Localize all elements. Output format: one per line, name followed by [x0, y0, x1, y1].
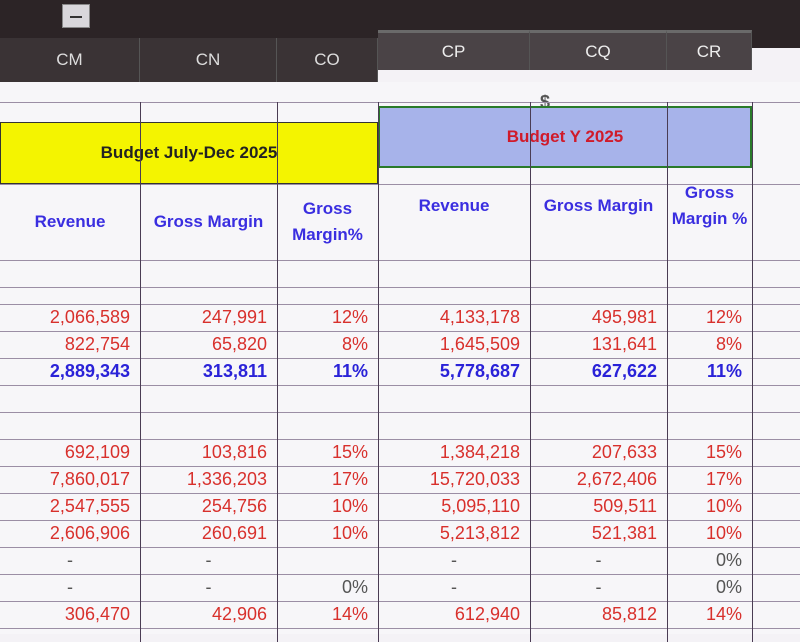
cell[interactable]: 0% — [715, 550, 742, 570]
cell[interactable]: 15% — [705, 442, 742, 462]
cell[interactable]: 5,778,687 — [439, 361, 520, 381]
cell[interactable]: 11% — [706, 361, 742, 381]
cell[interactable]: - — [595, 577, 602, 597]
cell[interactable]: 10% — [331, 496, 368, 516]
cell[interactable]: - — [451, 550, 457, 570]
cell[interactable]: - — [205, 577, 212, 597]
cell[interactable]: 85,812 — [601, 604, 657, 624]
row-divider — [0, 102, 800, 103]
cell[interactable]: 131,641 — [591, 334, 657, 354]
minimize-button[interactable] — [62, 4, 90, 28]
row-divider — [0, 331, 800, 332]
cell[interactable]: 627,622 — [591, 361, 657, 381]
column-divider — [667, 102, 668, 642]
cell[interactable]: 2,889,343 — [49, 361, 130, 381]
cell[interactable]: 1,645,509 — [439, 334, 520, 354]
column-header-cq[interactable]: CQ — [530, 30, 667, 70]
row-divider — [0, 304, 800, 305]
column-divider — [277, 102, 278, 642]
full-year-title[interactable]: Budget Y 2025 — [378, 106, 752, 168]
cell[interactable]: 612,940 — [454, 604, 520, 624]
cell[interactable]: 12% — [331, 307, 368, 327]
cell[interactable]: 260,691 — [201, 523, 267, 543]
half-year-title[interactable]: Budget July-Dec 2025 — [0, 122, 378, 184]
cell[interactable]: 42,906 — [211, 604, 267, 624]
cell[interactable]: 0% — [715, 577, 742, 597]
row-divider — [0, 628, 800, 629]
cell[interactable]: 14% — [705, 604, 742, 624]
row-divider — [0, 574, 800, 575]
cell[interactable]: 306,470 — [64, 604, 130, 624]
row-divider — [0, 601, 800, 602]
row-divider — [0, 358, 800, 359]
cell[interactable]: 17% — [705, 469, 742, 489]
cell[interactable]: 692,109 — [64, 442, 130, 462]
cell[interactable]: 2,672,406 — [576, 469, 657, 489]
column-divider — [378, 102, 379, 642]
row-divider — [0, 260, 800, 261]
column-header-cp[interactable]: CP — [378, 30, 530, 70]
cell[interactable]: 65,820 — [211, 334, 267, 354]
column-divider — [530, 102, 531, 642]
cell[interactable]: 15% — [331, 442, 368, 462]
column-header-co[interactable]: CO — [277, 38, 378, 82]
cell[interactable]: 509,511 — [593, 496, 657, 516]
cell[interactable]: 2,547,555 — [49, 496, 130, 516]
row-divider — [0, 466, 800, 467]
column-divider — [752, 102, 753, 642]
cell[interactable]: 17% — [331, 469, 368, 489]
cell[interactable]: 247,991 — [201, 307, 267, 327]
cell[interactable]: 1,336,203 — [186, 469, 267, 489]
row-divider — [0, 184, 800, 185]
row-divider — [0, 439, 800, 440]
cell[interactable]: 14% — [331, 604, 368, 624]
cell[interactable]: - — [67, 550, 73, 570]
spreadsheet-grid[interactable]: $ Budget July-Dec 2025 Budget Y 2025 Rev… — [0, 82, 800, 642]
subheader-revenue[interactable]: Revenue — [34, 212, 106, 231]
cell[interactable]: 1,384,218 — [439, 442, 520, 462]
cell[interactable]: 521,381 — [591, 523, 657, 543]
cell[interactable]: - — [451, 577, 457, 597]
cell[interactable]: 207,633 — [591, 442, 657, 462]
cell[interactable]: 5,095,110 — [441, 496, 520, 516]
cell[interactable]: - — [67, 577, 73, 597]
row-divider — [0, 412, 800, 413]
row-divider — [0, 520, 800, 521]
subheader-revenue[interactable]: Revenue — [418, 196, 490, 215]
cell[interactable]: 10% — [705, 496, 742, 516]
subheader-gross-margin[interactable]: Gross Margin — [153, 212, 264, 231]
cell[interactable]: - — [205, 550, 212, 570]
row-divider — [0, 385, 800, 386]
subheader-gross-margin-[interactable]: Gross Margin% — [292, 199, 363, 244]
cell[interactable]: 7,860,017 — [49, 469, 130, 489]
cell[interactable]: 15,720,033 — [429, 469, 520, 489]
cell[interactable]: 11% — [332, 361, 368, 381]
cell[interactable]: 12% — [705, 307, 742, 327]
cell[interactable]: 313,811 — [202, 361, 267, 381]
subheader-gross-margin-[interactable]: Gross Margin % — [671, 183, 748, 228]
cell[interactable]: 8% — [341, 334, 368, 354]
cell[interactable]: - — [595, 550, 602, 570]
column-header-cm[interactable]: CM — [0, 38, 140, 82]
column-divider — [140, 102, 141, 642]
cell[interactable]: 2,066,589 — [49, 307, 130, 327]
cell[interactable]: 103,816 — [201, 442, 267, 462]
cell[interactable]: 2,606,906 — [49, 523, 130, 543]
cell[interactable]: 5,213,812 — [439, 523, 520, 543]
cell[interactable]: 10% — [705, 523, 742, 543]
cell[interactable]: 10% — [331, 523, 368, 543]
column-header-cn[interactable]: CN — [140, 38, 277, 82]
cell[interactable]: 822,754 — [64, 334, 130, 354]
row-divider — [0, 547, 800, 548]
row-divider — [0, 493, 800, 494]
cell[interactable]: 495,981 — [591, 307, 657, 327]
cell[interactable]: 254,756 — [201, 496, 267, 516]
cell[interactable]: 0% — [341, 577, 368, 597]
column-header-cr[interactable]: CR — [667, 30, 752, 70]
subheader-gross-margin[interactable]: Gross Margin — [543, 196, 654, 215]
cell[interactable]: 8% — [715, 334, 742, 354]
row-divider — [0, 287, 800, 288]
cell[interactable]: 4,133,178 — [439, 307, 520, 327]
